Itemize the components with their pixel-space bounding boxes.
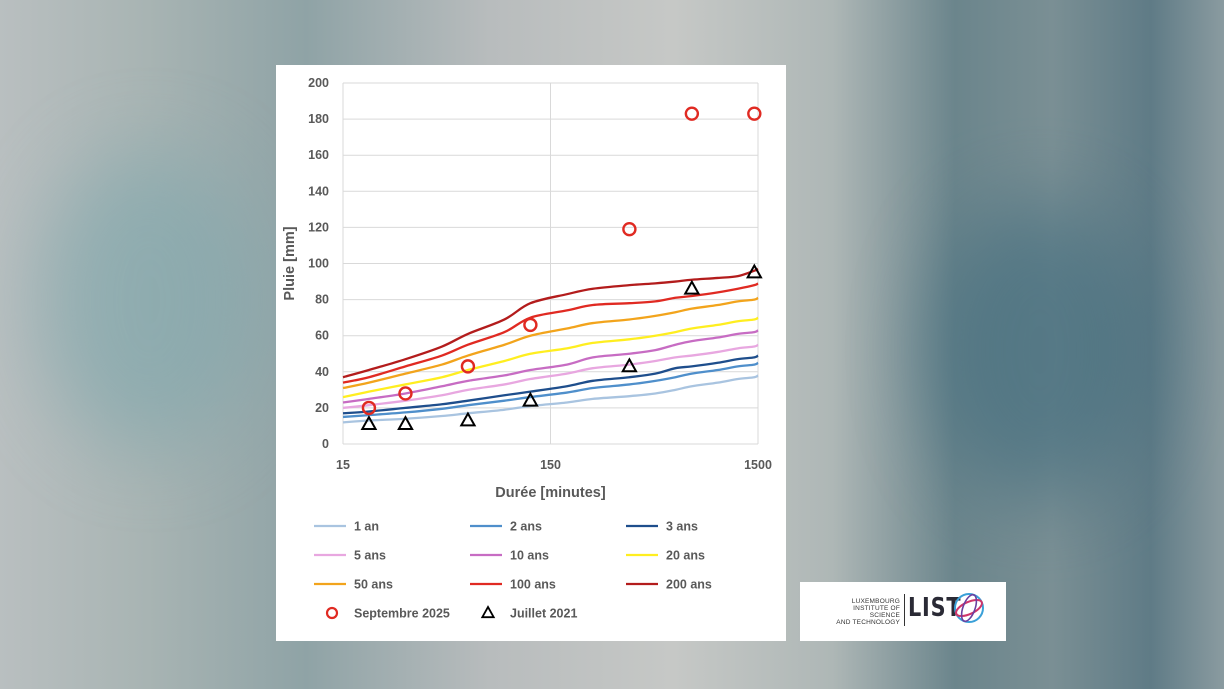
y-tick-label: 120 (308, 220, 329, 234)
point-juillet-2021 (397, 415, 414, 431)
y-tick-label: 60 (315, 329, 329, 343)
background-blur-left (40, 150, 260, 450)
point-septembre-2025 (523, 317, 538, 333)
series-line-1-an (342, 374, 759, 424)
legend-item-1-an: 1 an (314, 520, 379, 534)
legend-label: 100 ans (510, 578, 556, 592)
legend-label: Septembre 2025 (354, 607, 450, 621)
legend-label: 50 ans (354, 578, 393, 592)
background-blur-right (930, 200, 1150, 500)
point-septembre-2025 (747, 106, 762, 121)
legend-label: 1 an (354, 520, 379, 534)
legend-label: 200 ans (666, 578, 712, 592)
point-juillet-2021 (683, 279, 701, 295)
point-septembre-2025 (398, 386, 413, 401)
list-logo: LUXEMBOURG INSTITUTE OF SCIENCE AND TECH… (800, 582, 1006, 641)
chart-card: 0 20 40 60 80 100 120 140 160 180 200 15 150 1500 Duré… (276, 65, 786, 641)
y-tick-label: 0 (322, 437, 329, 451)
point-juillet-2021 (459, 411, 477, 427)
legend-item-100-ans: 100 ans (470, 578, 556, 592)
y-tick-label: 180 (308, 112, 329, 126)
y-tick-label: 40 (315, 365, 329, 379)
series-line-10-ans (342, 329, 759, 404)
series-line-2-ans (342, 361, 759, 419)
series-line-100-ans (342, 282, 759, 384)
logo-line-1: LUXEMBOURG (851, 598, 900, 605)
x-tick-label: 1500 (744, 458, 772, 472)
point-septembre-2025 (622, 222, 637, 237)
point-septembre-2025 (684, 106, 700, 121)
legend-swatch (325, 606, 339, 620)
y-tick-label: 20 (315, 401, 329, 415)
legend-label: 3 ans (666, 520, 698, 534)
series-line-50-ans (342, 296, 759, 390)
point-juillet-2021 (745, 263, 763, 279)
y-tick-label: 160 (308, 148, 329, 162)
x-tick-label: 15 (336, 458, 350, 472)
point-juillet-2021 (360, 415, 378, 431)
legend-item-50-ans: 50 ans (314, 578, 393, 592)
legend-item-200-ans: 200 ans (626, 578, 712, 592)
legend-label: 20 ans (666, 549, 705, 563)
x-axis-label: Durée [minutes] (495, 485, 606, 501)
x-tick-label: 150 (540, 458, 561, 472)
point-juillet-2021 (522, 391, 539, 407)
logo-wordmark: LIST (908, 593, 962, 623)
y-tick-label: 200 (308, 76, 329, 90)
legend-item-2-ans: 2 ans (470, 520, 542, 534)
y-tick-label: 140 (308, 184, 329, 198)
legend-item-septembre-2025: Septembre 2025 (325, 606, 450, 621)
y-tick-label: 80 (315, 293, 329, 307)
legend-label: Juillet 2021 (510, 607, 577, 621)
legend-swatch (480, 605, 496, 619)
logo-line-3: AND TECHNOLOGY (836, 619, 900, 626)
series-line-5-ans (342, 343, 759, 410)
logo-institute-text: LUXEMBOURG INSTITUTE OF SCIENCE AND TECH… (824, 598, 900, 626)
point-septembre-2025 (361, 400, 377, 416)
legend-item-3-ans: 3 ans (626, 520, 698, 534)
series-line-20-ans (342, 316, 759, 399)
legend-item-5-ans: 5 ans (314, 549, 386, 563)
series-line-3-ans (342, 354, 759, 415)
point-septembre-2025 (460, 359, 476, 374)
legend-item-20-ans: 20 ans (626, 549, 705, 563)
globe-icon (954, 593, 984, 623)
y-tick-label: 100 (308, 257, 329, 271)
logo-line-2: INSTITUTE OF SCIENCE (853, 605, 900, 619)
legend-label: 5 ans (354, 549, 386, 563)
legend-item-juillet-2021: Juillet 2021 (480, 605, 577, 621)
legend-label: 10 ans (510, 549, 549, 563)
legend-label: 2 ans (510, 520, 542, 534)
series-line-200-ans (342, 267, 759, 379)
point-juillet-2021 (621, 357, 638, 373)
legend-item-10-ans: 10 ans (470, 549, 549, 563)
logo-separator (904, 594, 905, 626)
y-axis-label: Pluie [mm] (282, 226, 298, 300)
rainfall-chart: 0 20 40 60 80 100 120 140 160 180 200 15 150 1500 Duré… (282, 76, 772, 621)
